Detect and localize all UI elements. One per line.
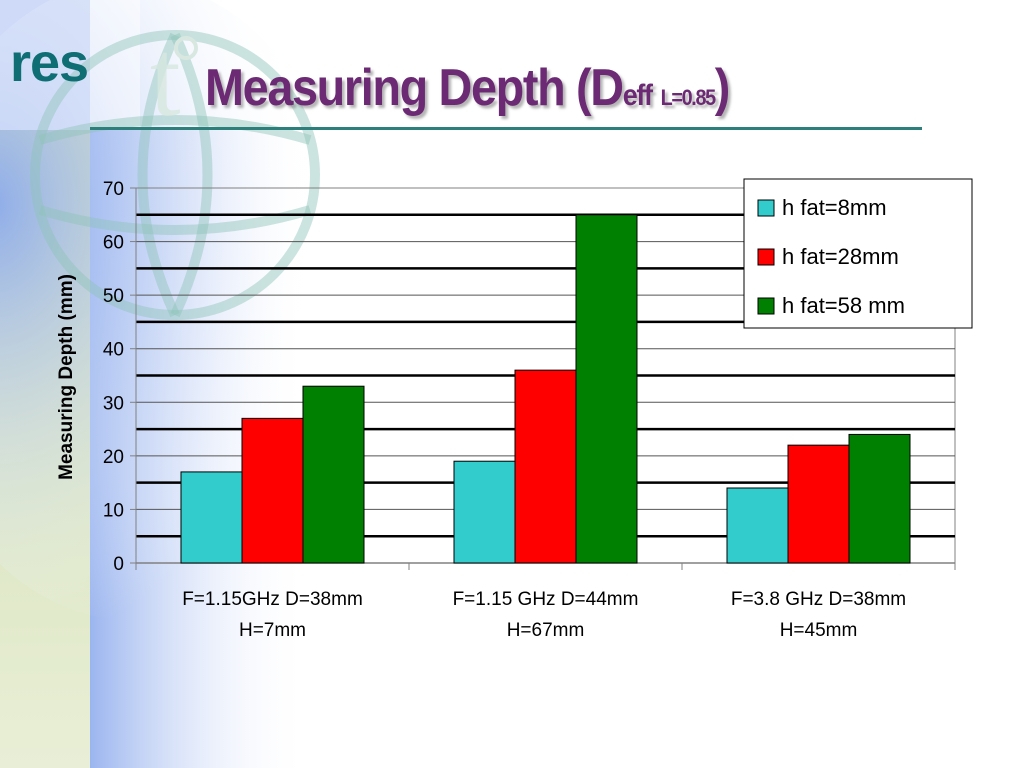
bar-2-2 <box>514 369 577 564</box>
legend-label: h fat=28mm <box>782 244 899 269</box>
bar-3-2 <box>575 214 638 564</box>
bar-1-1 <box>180 471 243 564</box>
bar-1-2 <box>453 460 516 564</box>
y-tick-label: 20 <box>103 447 124 468</box>
bar-2-1 <box>241 417 304 564</box>
title-underline <box>90 127 922 130</box>
watermark-globe <box>30 30 320 320</box>
x-tick-label: F=1.15 GHz D=44mm H=67mm <box>453 589 639 641</box>
bar-2-3 <box>787 444 850 564</box>
legend-swatch <box>757 248 775 266</box>
y-axis-label: Measuring Depth (mm) <box>56 274 77 480</box>
x-tick-label: F=3.8 GHz D=38mm H=45mm <box>731 589 906 641</box>
res-logo: res <box>10 33 89 93</box>
bar-3-1 <box>302 385 365 564</box>
y-tick-label: 60 <box>103 233 124 254</box>
legend-swatch <box>757 199 775 217</box>
legend-box <box>743 178 973 329</box>
legend-swatch <box>757 297 775 315</box>
y-axis: 0 10 20 30 40 50 60 70 <box>103 179 137 575</box>
bar-3-3 <box>848 433 911 564</box>
y-tick-label: 0 <box>113 554 124 575</box>
bar-1-3 <box>726 487 789 564</box>
title-subscript-l: L=0.85 <box>660 85 716 110</box>
y-tick-label: 70 <box>103 179 124 200</box>
x-tick-label: F=1.15GHz D=38mm H=7mm <box>182 589 363 641</box>
title-subscript-eff: eff <box>622 79 653 112</box>
y-tick-label: 30 <box>103 393 124 414</box>
title-end: ) <box>714 59 731 117</box>
y-tick-label: 50 <box>103 286 124 307</box>
title-main: Measuring Depth (D <box>205 59 624 117</box>
legend-label: h fat=58 mm <box>782 293 905 318</box>
legend-label: h fat=8mm <box>782 195 887 220</box>
y-tick-label: 40 <box>103 340 124 361</box>
svg-text:t: t <box>150 17 181 139</box>
x-axis: F=1.15GHz D=38mm H=7mm F=1.15 GHz D=44mm H=… <box>135 562 956 641</box>
y-tick-label: 10 <box>103 500 124 521</box>
slide-title: Measuring Depth (Deff L=0.85) <box>205 58 731 118</box>
bars <box>180 214 911 564</box>
legend: h fat=8mm h fat=28mm h fat=58 mm <box>743 178 973 329</box>
